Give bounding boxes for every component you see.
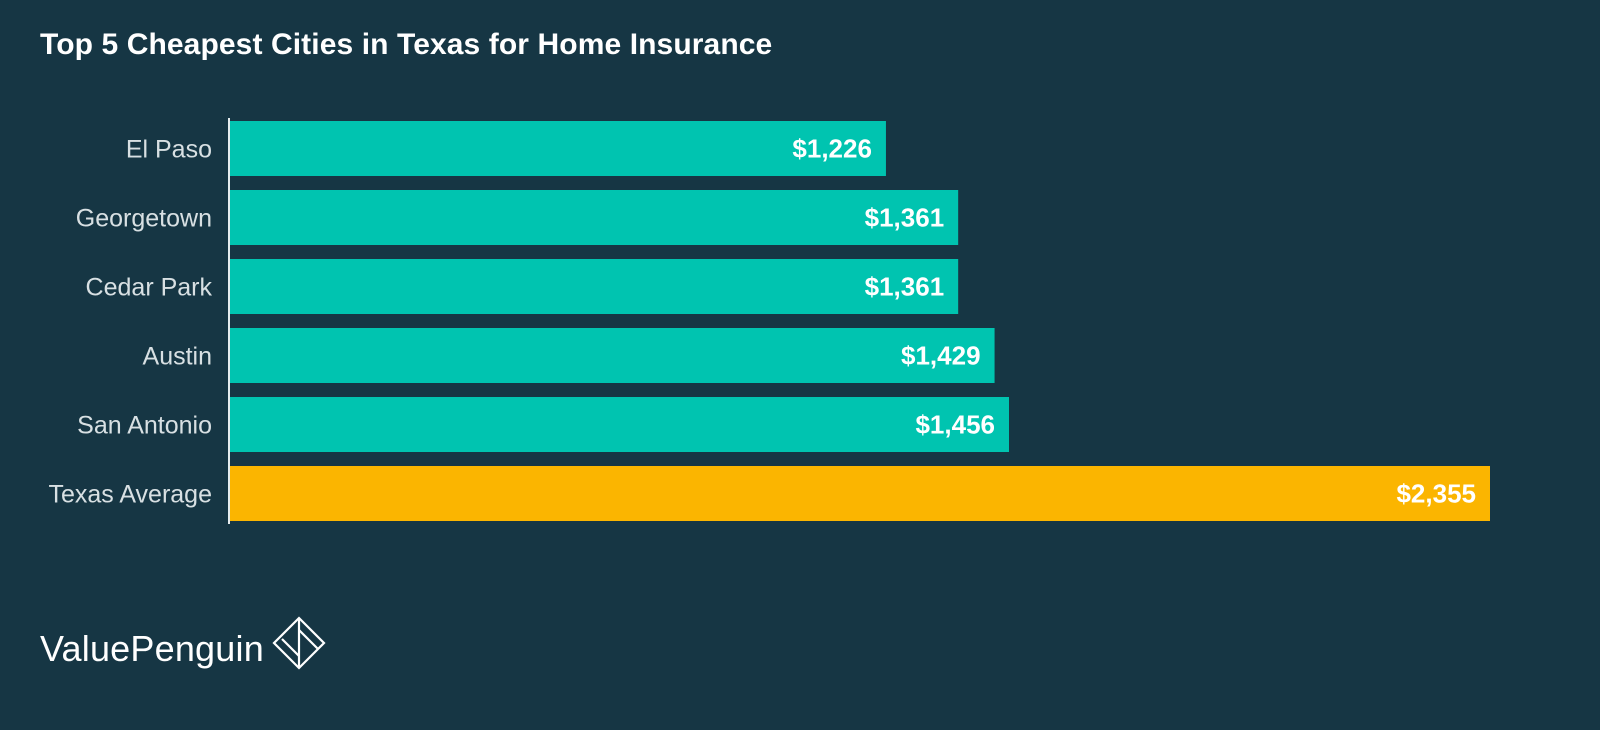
value-label-san-antonio: $1,456 (915, 410, 995, 440)
category-label-el-paso: El Paso (126, 136, 212, 164)
bar-cedar-park (230, 259, 959, 314)
value-label-el-paso: $1,226 (792, 134, 872, 164)
bar-el-paso (230, 121, 886, 176)
bar-texas-average (230, 466, 1490, 521)
diamond-logo-icon (272, 616, 326, 670)
bar-georgetown (230, 190, 959, 245)
category-label-georgetown: Georgetown (76, 205, 212, 233)
brand: ValuePenguin (40, 616, 326, 670)
brand-name: ValuePenguin (40, 628, 264, 669)
value-label-austin: $1,429 (901, 341, 981, 371)
value-label-cedar-park: $1,361 (865, 272, 945, 302)
chart-title: Top 5 Cheapest Cities in Texas for Home … (40, 28, 773, 61)
category-label-cedar-park: Cedar Park (86, 274, 213, 302)
bar-san-antonio (230, 397, 1010, 452)
bar-austin (230, 328, 995, 383)
category-label-texas-average: Texas Average (48, 481, 212, 509)
category-label-san-antonio: San Antonio (77, 412, 212, 440)
value-label-texas-average: $2,355 (1396, 479, 1476, 509)
value-label-georgetown: $1,361 (865, 203, 945, 233)
category-label-austin: Austin (143, 343, 212, 371)
